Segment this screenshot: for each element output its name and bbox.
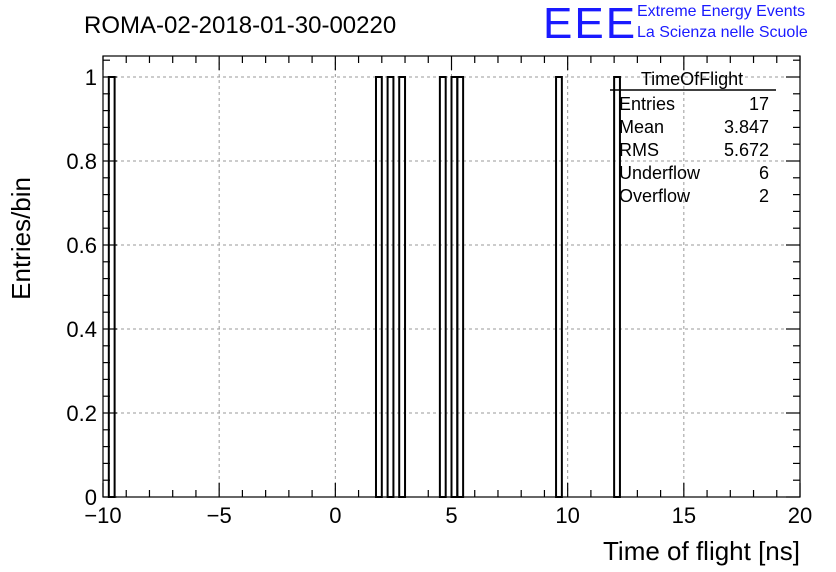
x-tick-label: −10 — [84, 503, 121, 528]
histogram-bar — [613, 76, 621, 498]
stats-row-value: 17 — [749, 94, 769, 114]
stats-row-label: Underflow — [619, 163, 701, 183]
histogram-bar — [107, 76, 116, 498]
stats-box-title: TimeOfFlight — [641, 69, 743, 89]
y-tick-label: 1 — [85, 65, 97, 90]
stats-row-value: 6 — [759, 163, 769, 183]
histogram-bar — [386, 76, 395, 498]
y-tick-label: 0.8 — [66, 149, 97, 174]
stats-row-label: RMS — [619, 140, 659, 160]
logo-tagline-1: Extreme Energy Events — [637, 3, 806, 20]
x-tick-label: −5 — [207, 503, 232, 528]
histogram-bar — [398, 76, 407, 498]
stats-box: TimeOfFlight Entries 17 Mean 3.847 RMS 5.672 U… — [610, 69, 776, 206]
x-tick-label: 0 — [329, 503, 341, 528]
y-tick-label: 0.4 — [66, 317, 97, 342]
y-tick-label: 0.6 — [66, 233, 97, 258]
histogram-bar — [374, 76, 383, 498]
x-tick-label: 15 — [672, 503, 696, 528]
histogram-bar — [555, 76, 563, 498]
x-tick-label: 5 — [445, 503, 457, 528]
histogram-bar — [438, 76, 447, 498]
y-axis-label: Entries/bin — [6, 177, 36, 300]
stats-row-label: Mean — [619, 117, 664, 137]
stats-row-label: Entries — [619, 94, 675, 114]
x-axis-label: Time of flight [ns] — [603, 536, 800, 566]
run-title: ROMA-02-2018-01-30-00220 — [84, 12, 396, 39]
eee-logo: EEE — [543, 0, 638, 48]
stats-row-label: Overflow — [619, 186, 691, 206]
histogram-bars — [107, 76, 621, 498]
y-tick-label: 0 — [85, 485, 97, 510]
histogram-bar — [456, 76, 465, 498]
stats-row-value: 2 — [759, 186, 769, 206]
stats-row-value: 3.847 — [724, 117, 769, 137]
x-tick-label: 10 — [555, 503, 579, 528]
tick-labels: −10 −5 0 5 10 15 20 0 0.2 0.4 0.6 0.8 1 — [66, 65, 812, 528]
stats-row-value: 5.672 — [724, 140, 769, 160]
y-tick-label: 0.2 — [66, 401, 97, 426]
axis-ticks — [102, 56, 801, 498]
logo-tagline-2: La Scienza nelle Scuole — [637, 24, 808, 41]
x-tick-label: 20 — [788, 503, 812, 528]
